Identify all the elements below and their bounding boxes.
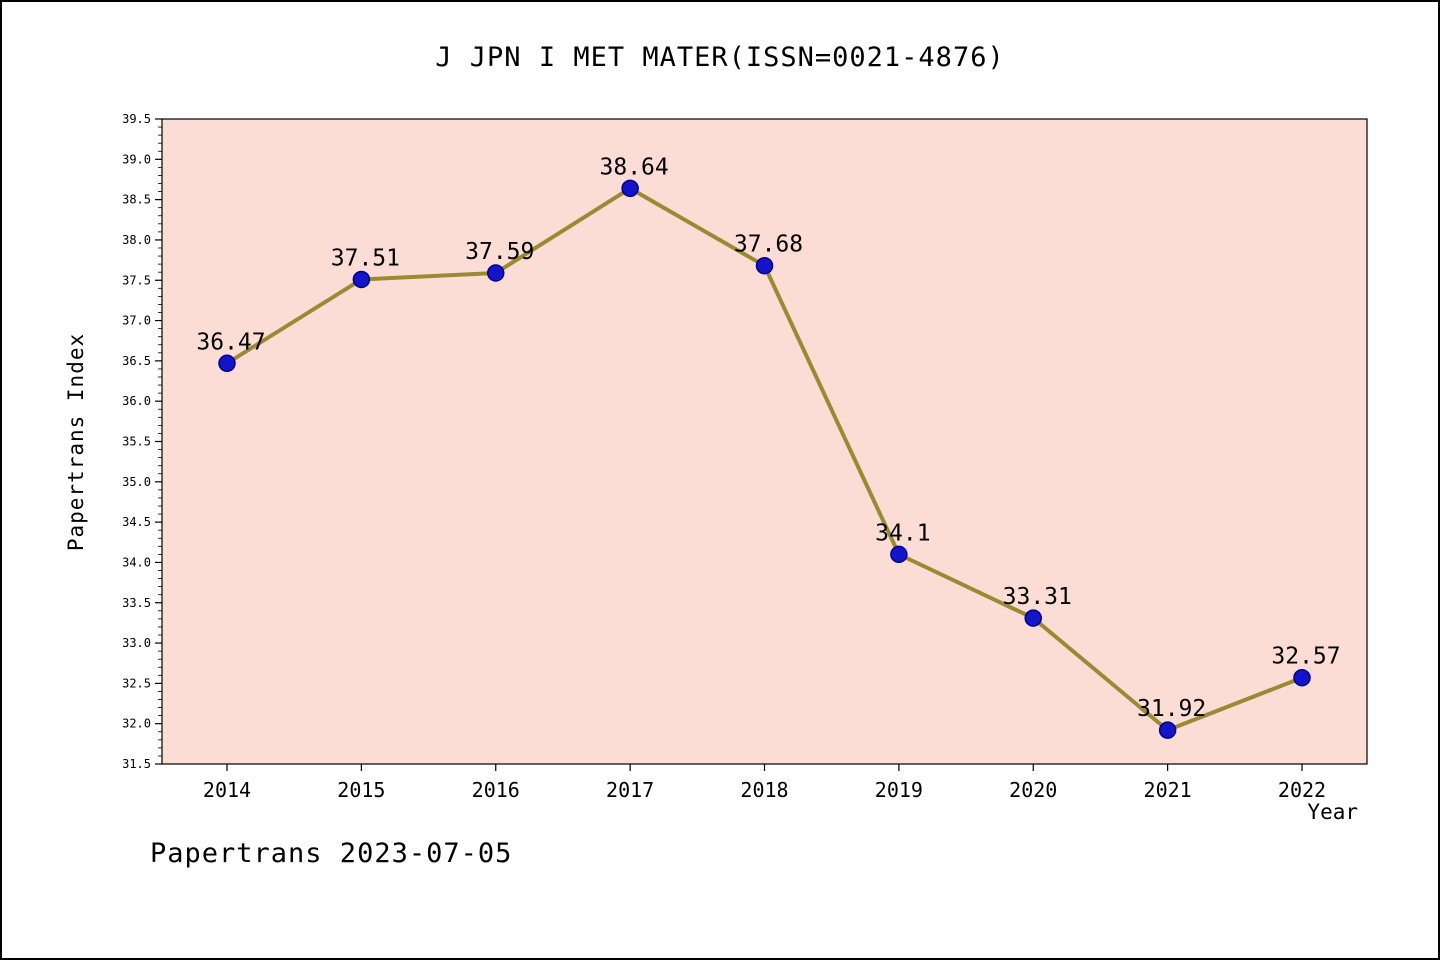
data-point (1158, 721, 1177, 739)
data-point-label: 37.51 (331, 245, 400, 271)
y-tick-label: 37.5 (122, 273, 151, 287)
x-tick-label: 2016 (472, 778, 520, 802)
y-tick-label: 38.0 (122, 233, 151, 247)
chart-title: J JPN I MET MATER(ISSN=0021-4876) (435, 42, 1005, 73)
x-tick-label: 2020 (1009, 778, 1057, 802)
data-point (1024, 609, 1042, 627)
data-point (755, 256, 774, 275)
x-tick-label: 2022 (1278, 778, 1326, 802)
data-point-label: 34.1 (875, 520, 930, 546)
data-point-label: 36.47 (196, 329, 265, 355)
y-tick-label: 33.5 (122, 596, 151, 610)
data-point (487, 264, 505, 282)
y-tick-label: 35.0 (122, 475, 151, 489)
y-tick-label: 31.5 (122, 757, 151, 771)
data-point (890, 545, 908, 564)
footer-note: Papertrans 2023-07-05 (150, 838, 513, 869)
y-tick-label: 37.0 (122, 314, 151, 328)
y-tick-label: 33.0 (122, 636, 151, 650)
data-point (1293, 668, 1311, 687)
y-tick-label: 35.5 (122, 435, 151, 449)
y-tick-label: 39.5 (122, 112, 151, 126)
y-tick-label: 38.5 (122, 193, 151, 207)
y-tick-label: 32.5 (122, 676, 151, 690)
data-point-label: 37.68 (734, 232, 803, 258)
data-point-label: 31.92 (1137, 696, 1206, 722)
x-tick-label: 2021 (1144, 778, 1192, 802)
data-point-label: 38.64 (600, 154, 669, 180)
data-point-label: 32.57 (1271, 644, 1340, 670)
data-point-label: 37.59 (465, 239, 534, 265)
x-tick-label: 2019 (875, 778, 923, 802)
x-axis-label: Year (1307, 800, 1358, 824)
y-tick-label: 34.5 (122, 515, 151, 529)
data-point (621, 179, 639, 198)
x-tick-label: 2015 (337, 778, 385, 802)
y-tick-label: 39.0 (122, 152, 151, 166)
y-tick-label: 32.0 (122, 717, 151, 731)
x-tick-label: 2017 (606, 778, 654, 802)
plot-area (161, 118, 1368, 765)
y-tick-label: 34.0 (122, 555, 151, 569)
x-tick-label: 2018 (740, 778, 788, 802)
data-point (218, 354, 236, 373)
data-point-label: 33.31 (1003, 584, 1072, 610)
y-tick-label: 36.0 (122, 394, 151, 408)
data-point (352, 270, 371, 289)
y-tick-label: 36.5 (122, 354, 151, 368)
x-tick-label: 2014 (203, 778, 251, 802)
